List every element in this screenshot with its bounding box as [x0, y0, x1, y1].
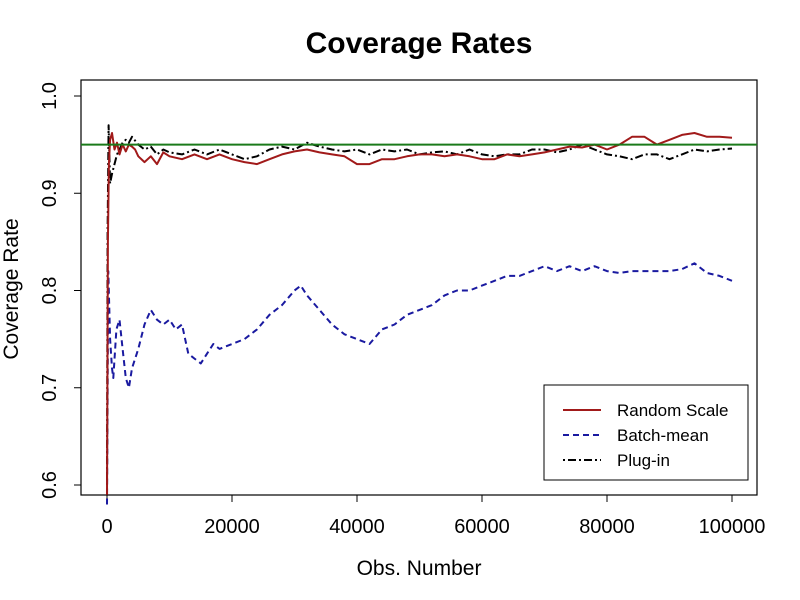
x-tick-label: 60000 [454, 516, 510, 538]
x-tick-label: 100000 [699, 516, 766, 538]
x-axis: 0 20000 40000 60000 80000 100000 [101, 494, 766, 538]
legend-label-batch-mean: Batch-mean [617, 426, 709, 445]
y-tick-label: 0.6 [39, 471, 61, 499]
legend-label-random-scale: Random Scale [617, 401, 729, 420]
chart-title: Coverage Rates [306, 27, 533, 60]
x-tick-label: 0 [101, 516, 112, 538]
legend: Random Scale Batch-mean Plug-in [543, 384, 749, 481]
y-axis: 0.6 0.7 0.8 0.9 1.0 [39, 82, 82, 499]
y-tick-label: 0.7 [39, 374, 61, 402]
x-tick-label: 20000 [204, 516, 260, 538]
y-axis-label: Coverage Rate [0, 218, 23, 359]
x-axis-label: Obs. Number [357, 557, 482, 580]
y-tick-label: 0.9 [39, 179, 61, 207]
legend-label-plug-in: Plug-in [617, 451, 670, 470]
legend-box [543, 384, 749, 481]
y-tick-label: 1.0 [39, 82, 61, 110]
x-tick-label: 80000 [579, 516, 635, 538]
series-line-plug-in [106, 124, 733, 486]
y-tick-label: 0.8 [39, 277, 61, 305]
series-line-batch-mean [106, 262, 733, 505]
x-tick-label: 40000 [329, 516, 385, 538]
